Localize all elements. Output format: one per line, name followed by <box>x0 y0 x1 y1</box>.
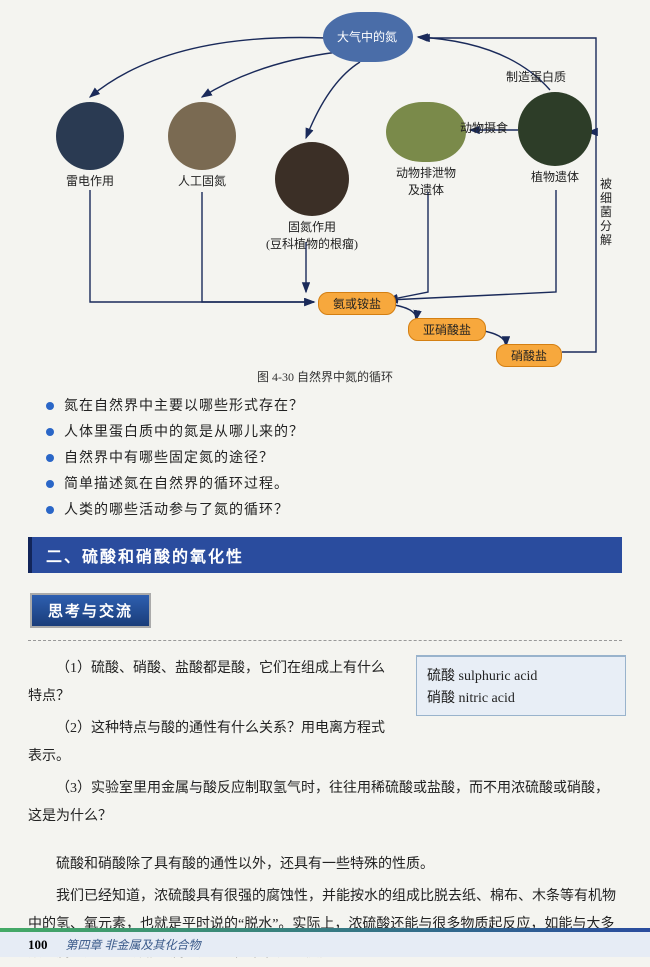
chip-nitrite: 亚硝酸盐 <box>408 318 486 341</box>
think-exchange-heading: 思考与交流 <box>30 593 151 628</box>
think-para-2: （2）这种特点与酸的通性有什么关系？用电离方程式表示。 <box>28 715 398 771</box>
node-sky: 大气中的氮 <box>323 12 413 64</box>
question-item: 简单描述氮在自然界的循环过程。 <box>64 473 289 493</box>
node-root: 固氮作用 (豆科植物的根瘤) <box>266 142 358 252</box>
label-protein: 制造蛋白质 <box>506 68 566 85</box>
label-bacteria: 被细菌分解 <box>600 177 616 247</box>
question-item: 人类的哪些活动参与了氮的循环？ <box>64 499 289 519</box>
diagram-caption: 图 4-30 自然界中氮的循环 <box>28 368 622 385</box>
question-item: 人体里蛋白质中的氮是从哪儿来的？ <box>64 421 304 441</box>
bullet-icon <box>46 506 54 514</box>
think-para-1: （1）硫酸、硝酸、盐酸都是酸，它们在组成上有什么特点？ <box>28 655 398 711</box>
vocab-item: 硝酸 nitric acid <box>427 687 615 707</box>
chapter-label: 第四章 非金属及其化合物 <box>66 936 201 953</box>
node-forest: 植物遗体 <box>518 92 592 185</box>
bullet-icon <box>46 402 54 410</box>
question-item: 自然界中有哪些固定氮的途径？ <box>64 447 274 467</box>
bullet-icon <box>46 480 54 488</box>
vocab-box: 硫酸 sulphuric acid 硝酸 nitric acid <box>416 655 626 716</box>
page-number: 100 <box>28 937 48 953</box>
chip-nitrate: 硝酸盐 <box>496 344 562 367</box>
divider <box>28 640 622 641</box>
node-factory: 人工固氮 <box>168 102 236 189</box>
section-title: 二、硫酸和硝酸的氧化性 <box>28 537 622 573</box>
label-feed: 动物摄食 <box>460 119 508 136</box>
question-item: 氮在自然界中主要以哪些形式存在？ <box>64 395 304 415</box>
chip-ammonium: 氨或铵盐 <box>318 292 396 315</box>
nitrogen-cycle-diagram: 大气中的氮 雷电作用 人工固氮 固氮作用 (豆科植物的根瘤) 动物排泄物 及遗体… <box>28 12 622 362</box>
question-list: 氮在自然界中主要以哪些形式存在？ 人体里蛋白质中的氮是从哪儿来的？ 自然界中有哪… <box>46 395 622 519</box>
bullet-icon <box>46 428 54 436</box>
vocab-item: 硫酸 sulphuric acid <box>427 665 615 685</box>
body-para-1: 硫酸和硝酸除了具有酸的通性以外，还具有一些特殊的性质。 <box>28 851 622 879</box>
bullet-icon <box>46 454 54 462</box>
page-footer: 100 第四章 非金属及其化合物 <box>0 928 650 958</box>
think-para-3: （3）实验室里用金属与酸反应制取氢气时，往往用稀硫酸或盐酸，而不用浓硫酸或硝酸，… <box>28 775 622 831</box>
node-animal: 动物排泄物 及遗体 <box>386 102 466 198</box>
node-lightning: 雷电作用 <box>56 102 124 189</box>
